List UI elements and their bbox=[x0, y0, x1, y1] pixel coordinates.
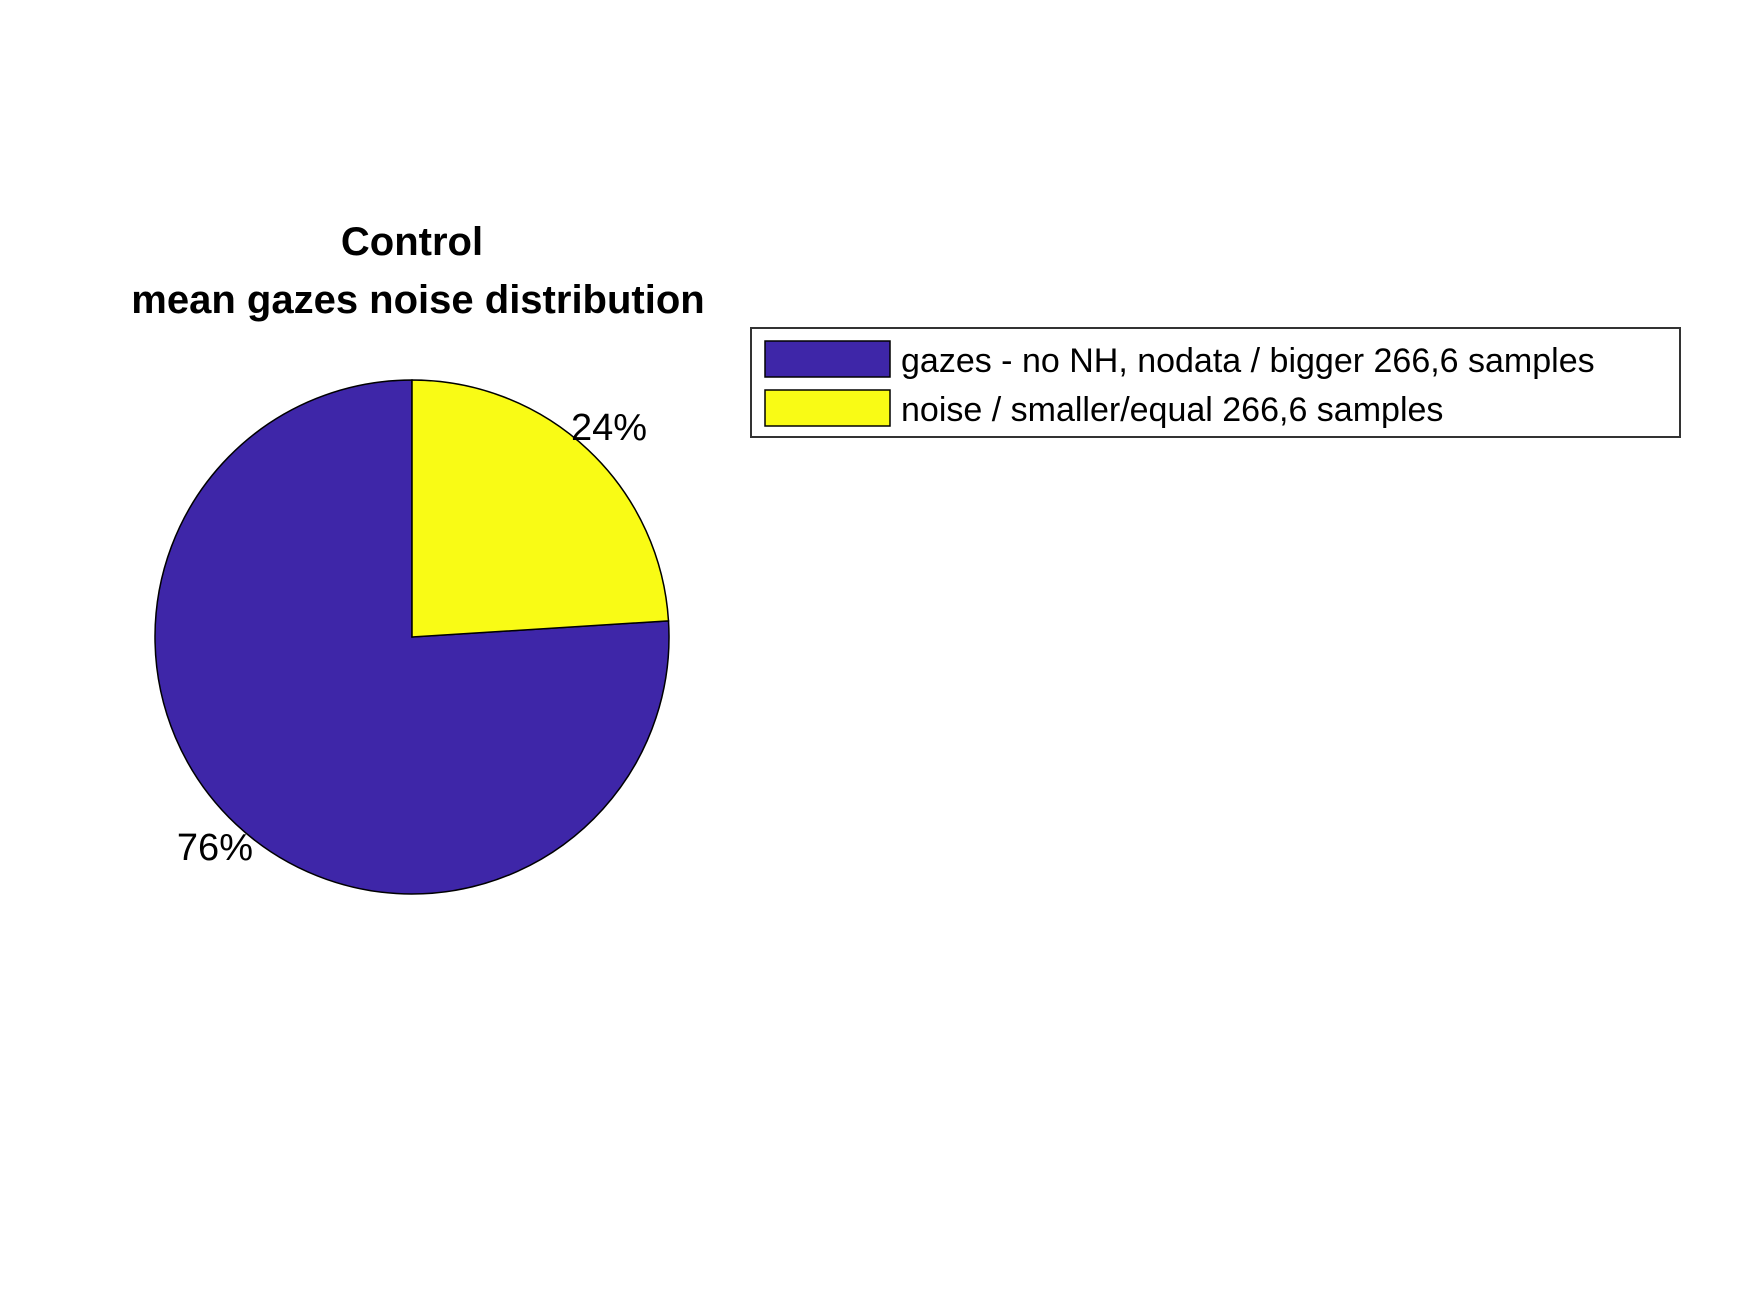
pie-label-0: 76% bbox=[177, 827, 253, 869]
legend: gazes - no NH, nodata / bigger 266,6 sam… bbox=[750, 327, 1681, 438]
pie-label-1: 24% bbox=[571, 407, 647, 449]
pie-slice-0 bbox=[154, 379, 670, 895]
pie-labels: 76% 24% bbox=[177, 407, 647, 869]
legend-swatch-0 bbox=[764, 340, 891, 378]
chart-subtitle: mean gazes noise distribution bbox=[131, 278, 704, 322]
legend-label-0: gazes - no NH, nodata / bigger 266,6 sam… bbox=[901, 342, 1595, 380]
pie-slice-1 bbox=[411, 379, 670, 638]
legend-swatch-1 bbox=[764, 389, 891, 427]
chart-title: Control bbox=[341, 220, 483, 264]
legend-label-1: noise / smaller/equal 266,6 samples bbox=[901, 391, 1443, 429]
pie-slices bbox=[154, 379, 670, 895]
legend-box bbox=[750, 327, 1681, 438]
